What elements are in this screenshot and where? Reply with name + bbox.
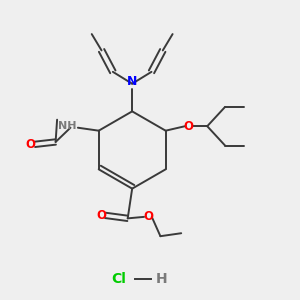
Text: O: O [184, 120, 194, 133]
Text: O: O [96, 209, 106, 222]
Text: Cl: Cl [111, 272, 126, 286]
Text: O: O [25, 138, 35, 151]
Text: N: N [127, 75, 137, 88]
Text: H: H [156, 272, 168, 286]
Text: O: O [143, 210, 153, 224]
Text: NH: NH [58, 121, 76, 131]
